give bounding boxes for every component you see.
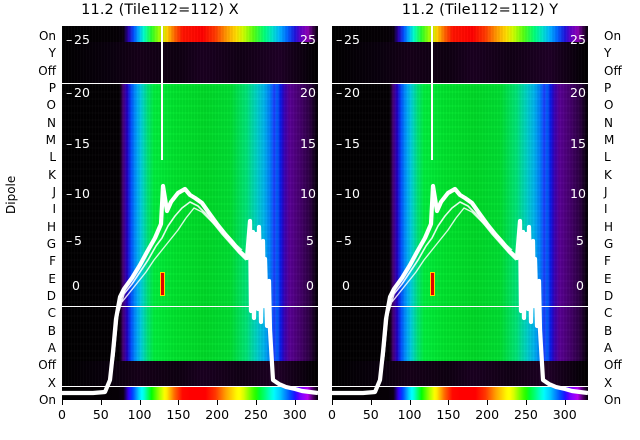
x-tick-mark-150 [448, 400, 450, 405]
dipole-label-left-c-16: C [47, 306, 56, 321]
x-tick-label-200: 200 [475, 407, 500, 422]
x-tick-label-0: 0 [328, 407, 336, 422]
panel-y-title: 11.2 (Tile112=112) Y [401, 2, 559, 18]
dipole-label-left-h-11: H [46, 219, 56, 234]
dipole-label-left-on-21: On [38, 393, 56, 407]
spike-line-x [161, 26, 163, 160]
dipole-label-right-j-9: J [604, 185, 608, 199]
dipole-label-left-a-18: A [47, 341, 56, 355]
row-main-field [62, 84, 318, 361]
panel-x: 11.2 (Tile112=112) X [58, 2, 318, 440]
x-tick-label-50: 50 [92, 407, 109, 422]
dipole-label-right-x-20: X [604, 375, 613, 390]
x-tick-label-300: 300 [282, 407, 307, 422]
x-tick-mark-0 [62, 400, 63, 405]
dipole-label-right-i-10: I [604, 202, 608, 217]
dipole-label-right-g-12: G [604, 237, 614, 251]
dipole-label-right-off-19: Off [604, 358, 622, 373]
x-tick-label-100: 100 [397, 407, 422, 422]
cursor-marker-x[interactable] [160, 272, 165, 296]
x-tick-mark-150 [178, 400, 180, 405]
panel-y-plot-area[interactable] [332, 26, 588, 400]
dipole-label-left-g-12: G [46, 237, 56, 251]
dipole-label-left-x-20: X [47, 375, 56, 390]
dipole-label-right-a-18: A [604, 341, 613, 355]
dipole-label-left-l-7: L [49, 150, 56, 165]
dipole-label-right-y-1: Y [604, 46, 612, 61]
x-tick-label-200: 200 [205, 407, 230, 422]
x-tick-label-0: 0 [58, 407, 66, 422]
dipole-label-left-i-10: I [52, 202, 56, 217]
panel-x-xaxis: 0 50 100 150 200 250 300 [58, 400, 318, 440]
dipole-label-left-k-8: K [48, 167, 56, 182]
x-tick-mark-100 [139, 400, 141, 405]
x-tick-label-50: 50 [362, 407, 379, 422]
dipole-label-left-y-1: Y [48, 46, 56, 61]
x-tick-mark-250 [525, 400, 527, 405]
dipole-label-right-e-14: E [604, 271, 612, 286]
x-tick-mark-250 [255, 400, 257, 405]
x-tick-mark-0 [332, 400, 333, 405]
panel-x-plot-area[interactable] [62, 26, 318, 400]
cursor-marker-y[interactable] [430, 272, 435, 296]
dipole-label-right-b-17: B [604, 323, 613, 338]
row-on-top [332, 26, 588, 42]
dipole-label-right-d-15: D [604, 289, 614, 303]
dipole-label-left-off-19: Off [38, 358, 56, 373]
dipole-label-right-k-8: K [604, 167, 612, 182]
x-tick-label-100: 100 [127, 407, 152, 422]
dipole-label-right-c-16: C [604, 306, 613, 321]
x-tick-mark-300 [564, 400, 566, 405]
dipole-label-left-o-4: O [46, 98, 56, 113]
x-tick-mark-300 [294, 400, 296, 405]
x-tick-label-150: 150 [166, 407, 191, 422]
dipole-label-right-m-6: M [604, 133, 615, 147]
row-on-bottom [332, 387, 588, 400]
panel-y-xaxis: 0 50 100 150 200 250 300 [328, 400, 588, 440]
dipole-label-left-e-14: E [48, 271, 56, 286]
panel-y: 11.2 (Tile112=112) Y [320, 0, 640, 440]
dipole-label-right-n-5: N [604, 115, 613, 130]
spike-line-y [431, 26, 433, 160]
dipole-label-left-f-13: F [49, 254, 56, 269]
x-tick-label-300: 300 [552, 407, 577, 422]
dipole-label-right-l-7: L [604, 150, 611, 165]
dipole-label-left-b-17: B [47, 323, 56, 338]
x-tick-mark-50 [100, 400, 102, 405]
dipole-label-left-off-2: Off [38, 63, 56, 78]
row-main-field [332, 84, 588, 361]
x-tick-label-250: 250 [244, 407, 268, 422]
dipole-label-left-d-15: D [46, 289, 56, 303]
x-tick-mark-200 [217, 400, 219, 405]
x-tick-label-250: 250 [514, 407, 538, 422]
dipole-label-right-o-4: O [604, 98, 614, 113]
dipole-label-right-f-13: F [604, 254, 611, 269]
dipole-label-right-h-11: H [604, 219, 614, 234]
dipole-label-right-p-3: P [604, 81, 612, 95]
overlay-curve-y [332, 183, 588, 396]
dipole-label-right-on-21: On [604, 393, 622, 407]
y-axis-label: Dipole [4, 175, 18, 214]
dipole-label-left-p-3: P [48, 81, 56, 95]
row-on-top [62, 26, 318, 42]
dipole-labels-right: On Y Off P O N M L K J I H G F E D C B A Off X On [604, 26, 640, 406]
x-tick-label-150: 150 [436, 407, 461, 422]
row-on-bottom [62, 387, 318, 400]
dipole-label-right-off-2: Off [604, 63, 622, 78]
dipole-label-left-n-5: N [47, 115, 56, 130]
dipole-label-left-m-6: M [45, 133, 56, 147]
overlay-curve-x [62, 183, 318, 396]
row-y-off-top [62, 42, 318, 84]
dipole-labels-left: Dipole On Y Off P O N M L K J I H G F E D C B A Off X On [4, 26, 56, 406]
x-tick-mark-100 [409, 400, 411, 405]
panel-x-title: 11.2 (Tile112=112) X [81, 2, 239, 18]
row-y-off-top [332, 42, 588, 84]
dipole-label-left-j-9: J [52, 185, 56, 199]
dipole-label-left-on-0: On [38, 29, 56, 43]
x-tick-mark-200 [487, 400, 489, 405]
x-tick-mark-50 [370, 400, 372, 405]
dipole-label-right-on-0: On [604, 29, 622, 43]
